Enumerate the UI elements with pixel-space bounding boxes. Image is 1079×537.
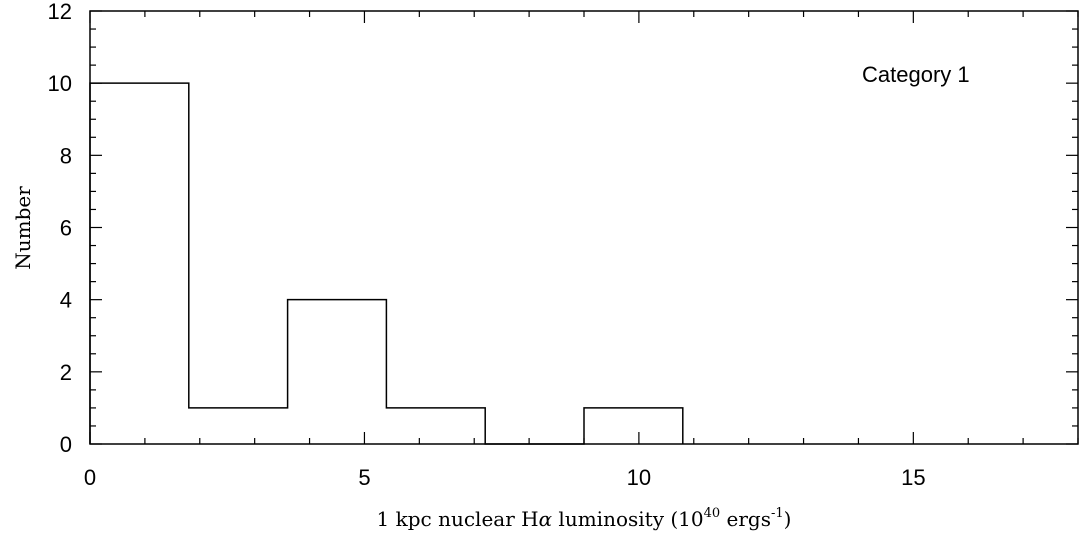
x-axis-title-middle: luminosity (10 — [552, 507, 704, 531]
histogram-bin — [386, 408, 485, 444]
y-tick-label: 4 — [60, 288, 72, 313]
axis-ticks — [89, 10, 1079, 445]
x-axis-title: 1 kpc nuclear Hα luminosity (1040 ergs-1… — [377, 506, 792, 531]
histogram-outline — [89, 82, 684, 445]
x-tick-label: 0 — [84, 465, 96, 490]
y-axis-title: Number — [11, 186, 35, 270]
x-tick-label: 5 — [358, 465, 370, 490]
y-tick-label: 12 — [48, 0, 72, 24]
y-tick-label: 2 — [60, 360, 72, 385]
x-tick-label: 15 — [901, 465, 925, 490]
x-axis-title-exponent: 40 — [704, 506, 721, 521]
x-tick-label: 10 — [627, 465, 651, 490]
histogram-bin — [90, 83, 189, 444]
x-axis-title-close: ) — [784, 507, 792, 531]
histogram-bin — [288, 300, 387, 444]
histogram-bin — [584, 408, 683, 444]
y-tick-label: 0 — [60, 432, 72, 457]
x-axis-title-prefix: 1 kpc nuclear H — [377, 507, 539, 531]
x-axis-title-unit: ergs — [720, 507, 771, 531]
category-annotation: Category 1 — [862, 62, 970, 87]
x-axis-title-unit-exponent: -1 — [771, 506, 784, 521]
x-axis-title-alpha: α — [539, 507, 553, 531]
histogram-bin — [189, 408, 288, 444]
y-tick-label: 10 — [48, 71, 72, 96]
y-tick-label: 8 — [60, 143, 72, 168]
y-tick-label: 6 — [60, 216, 72, 241]
tick-labels: 0 5 10 15 0 2 4 6 8 10 12 — [48, 0, 926, 490]
